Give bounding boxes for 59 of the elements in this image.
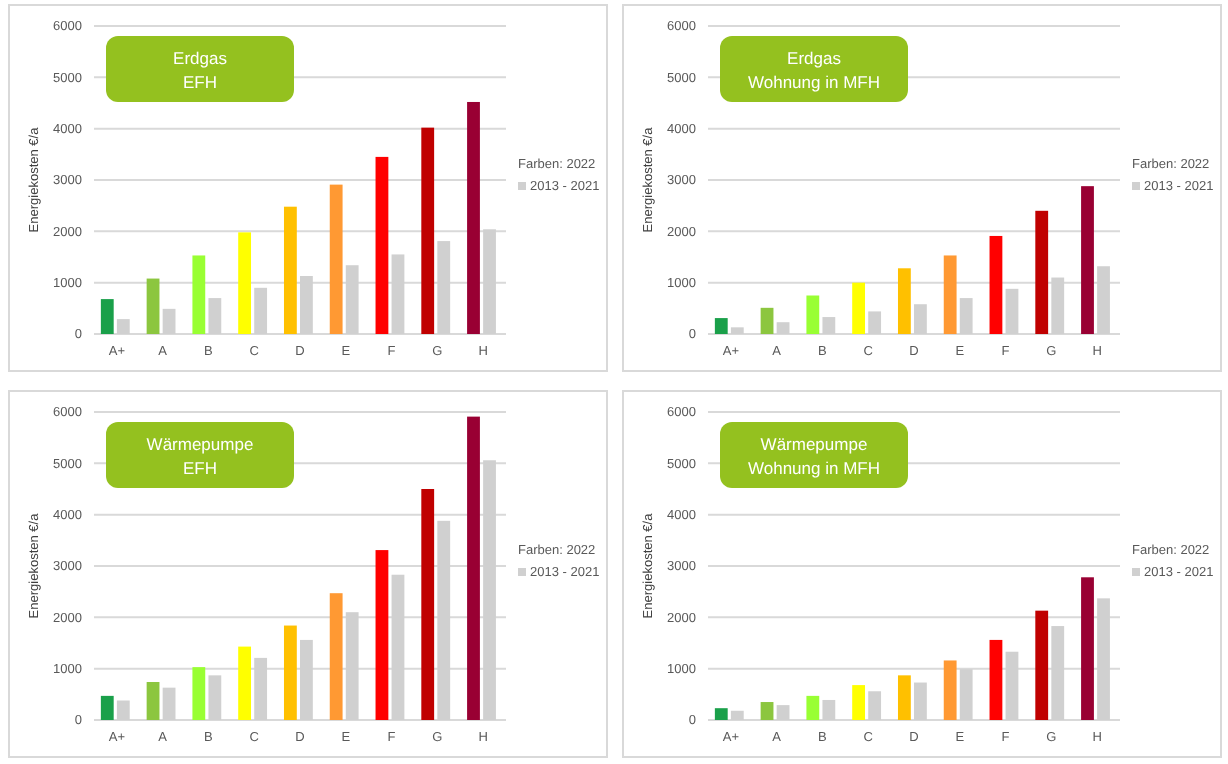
bar bbox=[192, 667, 206, 720]
bar bbox=[730, 710, 744, 720]
bar bbox=[714, 708, 728, 720]
bar bbox=[806, 695, 820, 720]
bar bbox=[283, 206, 297, 334]
bar bbox=[760, 702, 774, 720]
bar bbox=[254, 287, 268, 334]
bar bbox=[146, 682, 160, 720]
bar bbox=[897, 675, 911, 720]
bar bbox=[283, 625, 297, 720]
bar bbox=[1081, 577, 1094, 720]
bar bbox=[806, 295, 820, 334]
title-box: Erdgas EFH bbox=[106, 36, 294, 102]
bar bbox=[868, 691, 882, 720]
bar bbox=[192, 255, 206, 334]
bar bbox=[776, 705, 790, 720]
bar bbox=[989, 235, 1003, 334]
bar bbox=[852, 282, 866, 334]
bar bbox=[914, 682, 927, 720]
bar bbox=[375, 156, 389, 334]
bar bbox=[162, 308, 176, 334]
bar bbox=[868, 311, 882, 334]
bar bbox=[852, 685, 866, 720]
bar bbox=[714, 318, 728, 334]
bar bbox=[146, 278, 160, 334]
bar bbox=[116, 319, 130, 334]
bar bbox=[329, 593, 343, 720]
bar bbox=[822, 317, 836, 334]
bar bbox=[897, 268, 911, 334]
bar bbox=[1081, 186, 1094, 334]
bar bbox=[421, 127, 435, 334]
bar bbox=[238, 232, 252, 334]
bar bbox=[822, 699, 836, 720]
bar bbox=[467, 416, 480, 720]
bar bbox=[329, 184, 343, 334]
bar bbox=[162, 687, 176, 720]
bar bbox=[943, 255, 957, 334]
bar bbox=[1035, 610, 1049, 720]
bar bbox=[943, 660, 957, 720]
bar bbox=[467, 101, 480, 334]
bar bbox=[989, 639, 1003, 720]
bar bbox=[760, 307, 774, 334]
bar bbox=[100, 695, 114, 720]
title-box: Erdgas Wohnung in MFH bbox=[720, 36, 908, 102]
bar bbox=[238, 646, 252, 720]
title-box: Wärmepumpe EFH bbox=[106, 422, 294, 488]
bar bbox=[730, 327, 744, 334]
bar bbox=[116, 700, 130, 720]
bar bbox=[1005, 288, 1019, 334]
bar bbox=[208, 298, 222, 334]
bar bbox=[776, 322, 790, 334]
bar bbox=[100, 299, 114, 334]
bar bbox=[375, 550, 389, 720]
title-box: Wärmepumpe Wohnung in MFH bbox=[720, 422, 908, 488]
bar bbox=[959, 298, 973, 334]
bar bbox=[208, 675, 222, 720]
bar bbox=[914, 304, 927, 334]
bar bbox=[421, 489, 435, 720]
bar bbox=[1035, 210, 1049, 334]
